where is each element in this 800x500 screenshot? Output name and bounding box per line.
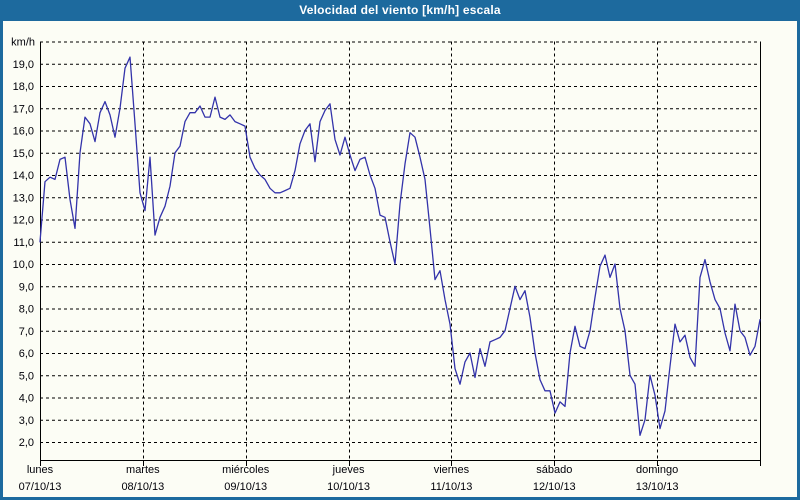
x-date-label: 08/10/13 [121, 481, 164, 493]
x-date-label: 12/10/13 [533, 481, 576, 493]
wind-speed-chart: 19,0 18,0 17,0 16,0 15,0 14,0 13,0 12,0 11,0 10,0… [3, 21, 797, 497]
x-date-label: 09/10/13 [224, 481, 267, 493]
y-tick-label: 18,0 [13, 81, 34, 93]
y-tick-label: 13,0 [13, 192, 34, 204]
x-day-label: jueves [332, 464, 365, 476]
y-tick-label: 17,0 [13, 103, 34, 115]
y-tick-label: 12,0 [13, 215, 34, 227]
y-tick-label: 10,0 [13, 259, 34, 271]
x-day-label: sábado [536, 464, 572, 476]
x-date-label: 10/10/13 [327, 481, 370, 493]
y-tick-label: 6,0 [19, 348, 34, 360]
window-title: Velocidad del viento [km/h] escala [299, 3, 501, 17]
y-tick-label: 16,0 [13, 126, 34, 138]
x-day-label: domingo [636, 464, 678, 476]
x-day-label: viernes [434, 464, 470, 476]
gridlines [40, 41, 760, 460]
x-date-label: 13/10/13 [636, 481, 679, 493]
window-title-bar: Velocidad del viento [km/h] escala [0, 0, 800, 21]
y-tick-label: 2,0 [19, 437, 34, 449]
x-date-label: 11/10/13 [430, 481, 472, 493]
y-tick-label: 19,0 [13, 59, 34, 71]
x-day-label: martes [126, 464, 160, 476]
y-tick-label: 3,0 [19, 415, 34, 427]
x-day-label: miércoles [222, 464, 270, 476]
x-date-label: 07/10/13 [19, 481, 62, 493]
axis-labels: 19,0 18,0 17,0 16,0 15,0 14,0 13,0 12,0 11,0 10,0… [11, 37, 678, 494]
y-tick-label: 9,0 [19, 281, 34, 293]
chart-canvas: 19,0 18,0 17,0 16,0 15,0 14,0 13,0 12,0 11,0 10,0… [11, 37, 761, 494]
axes [40, 41, 761, 466]
wind-speed-line [39, 56, 761, 436]
y-tick-label: 14,0 [13, 170, 34, 182]
y-tick-label: 4,0 [19, 393, 34, 405]
y-tick-label: 8,0 [19, 304, 34, 316]
x-day-label: lunes [27, 464, 54, 476]
y-axis-unit-label: km/h [11, 37, 35, 49]
y-tick-label: 11,0 [13, 237, 34, 249]
y-tick-label: 7,0 [19, 326, 34, 338]
y-tick-label: 5,0 [19, 370, 34, 382]
y-tick-label: 15,0 [13, 148, 34, 160]
